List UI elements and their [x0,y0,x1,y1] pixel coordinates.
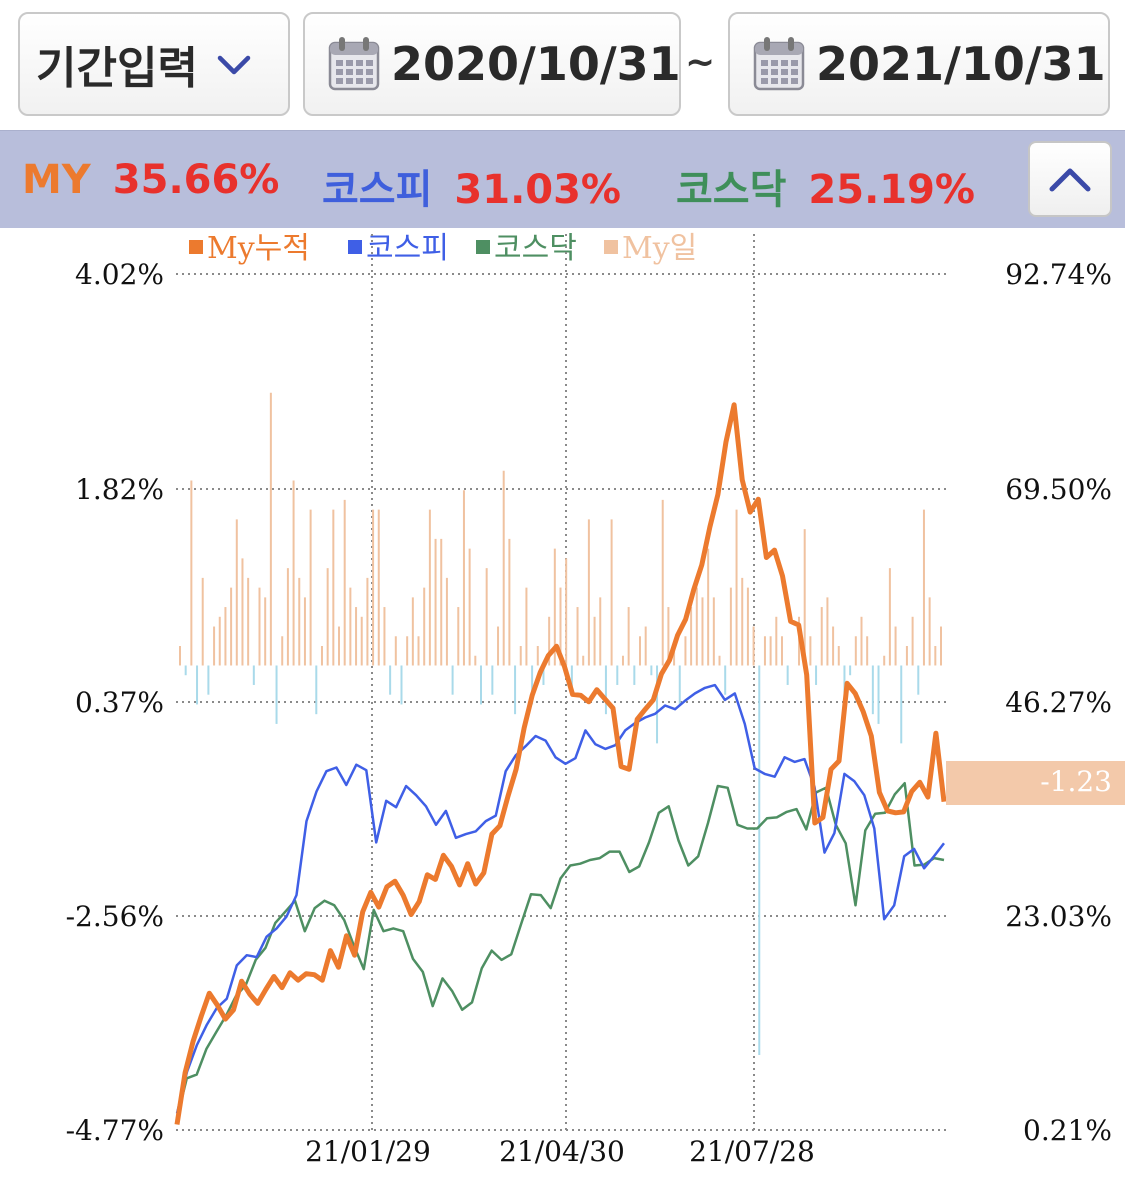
summary-my-label: MY [22,157,91,203]
last-value-badge-bg [946,761,1125,805]
left-axis: 4.02% 1.82% 0.37% -2.56% -4.77% [66,258,164,1147]
left-axis-tick: -2.56% [66,900,164,933]
left-axis-tick: 4.02% [75,258,164,291]
legend-label-my-daily: My일 [622,231,697,266]
end-date-value: 2021/10/31 [816,37,1106,91]
x-axis-tick: 21/01/29 [305,1135,431,1168]
left-axis-tick: 0.37% [75,686,164,719]
return-summary-bar: MY 35.66% 코스피 31.03% 코스닥 25.19% [0,130,1125,228]
summary-kosdaq-value: 25.19% [808,167,976,213]
last-value-badge-text: -1.23 [1040,765,1112,798]
summary-my-value: 35.66% [112,157,280,203]
legend-swatch-kospi [348,240,362,254]
summary-kospi-label: 코스피 [322,167,433,213]
legend-swatch-my-daily [604,240,618,254]
right-axis: 92.74% 69.50% 46.27% 23.03% 0.21% [1005,258,1112,1147]
summary-my: MY 35.66% [22,157,279,203]
chevron-up-icon [1049,168,1091,192]
summary-kosdaq: 코스닥 25.19% [676,157,975,215]
x-axis-tick: 21/04/30 [499,1135,625,1168]
end-date-button[interactable]: 2021/10/31 [728,12,1110,116]
date-range-separator: ~ [685,42,716,83]
date-range-toolbar: 기간입력 2020/10/31 ~ [0,0,1125,130]
kospi-line [175,683,945,1114]
h-gridlines [176,273,946,1131]
right-axis-tick: 46.27% [1005,686,1112,719]
period-select[interactable]: 기간입력 [18,12,290,116]
right-axis-tick: 69.50% [1005,473,1112,506]
legend-swatch-my-cum [189,240,203,254]
right-axis-tick: 0.21% [1023,1114,1112,1147]
summary-kosdaq-label: 코스닥 [676,167,787,213]
series-lines [174,402,947,1125]
my-cumulative-line [174,402,947,1125]
chart-svg: My누적 코스피 코스닥 My일 4.02% 1.82% 0.37% [66,231,1125,1168]
x-axis-tick: 21/07/28 [689,1135,815,1168]
chevron-down-icon [217,55,251,75]
summary-kospi: 코스피 31.03% [322,157,621,215]
x-axis: 21/01/29 21/04/30 21/07/28 [305,1135,815,1168]
calendar-icon [753,37,805,91]
right-axis-tick: 92.74% [1005,258,1112,291]
left-axis-tick: -4.77% [66,1114,164,1147]
legend-label-kosdaq: 코스닥 [494,231,577,266]
returns-chart: My누적 코스피 코스닥 My일 4.02% 1.82% 0.37% [0,228,1125,1177]
right-axis-tick: 23.03% [1005,900,1112,933]
kosdaq-line [175,781,945,1119]
start-date-value: 2020/10/31 [391,37,681,91]
chart-legend: My누적 코스피 코스닥 My일 [189,231,697,266]
my-daily-bars [179,392,942,1056]
summary-kospi-value: 31.03% [454,167,622,213]
period-label: 기간입력 [36,43,198,94]
collapse-button[interactable] [1028,141,1112,217]
calendar-icon [328,37,380,91]
legend-label-my-cum: My누적 [207,231,310,266]
legend-swatch-kosdaq [476,240,490,254]
last-value-badge: -1.23 [946,761,1125,805]
legend-label-kospi: 코스피 [366,231,449,266]
left-axis-tick: 1.82% [75,473,164,506]
start-date-button[interactable]: 2020/10/31 [303,12,681,116]
